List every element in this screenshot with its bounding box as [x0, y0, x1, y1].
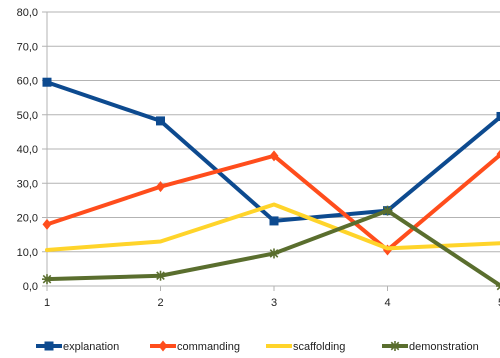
data-point-marker — [269, 216, 279, 226]
y-tick-label: 70,0 — [17, 41, 38, 53]
y-tick-label: 50,0 — [17, 110, 38, 122]
y-axis-ticks: 0,0 10,0 20,0 30,0 40,0 50,0 60,0 70,0 80,0 — [17, 7, 47, 293]
series-lines — [42, 77, 500, 291]
legend-item-demonstration: demonstration — [382, 341, 479, 353]
legend-item-scaffolding: scaffolding — [266, 341, 345, 353]
series-scaffolding — [45, 202, 500, 253]
legend-label: explanation — [63, 341, 119, 353]
data-point-marker — [496, 111, 500, 121]
data-point-marker — [390, 341, 400, 351]
y-tick-label: 30,0 — [17, 178, 38, 190]
data-point-marker — [42, 274, 52, 285]
y-tick-label: 60,0 — [17, 76, 38, 88]
x-tick-label: 5 — [498, 297, 500, 309]
legend-item-explanation: explanation — [36, 341, 119, 353]
legend-label: scaffolding — [293, 341, 345, 353]
legend-label: commanding — [177, 341, 240, 353]
data-point-marker — [496, 281, 500, 291]
data-point-marker — [382, 205, 393, 216]
data-point-marker — [158, 340, 168, 352]
data-point-marker — [42, 77, 52, 87]
data-point-marker — [269, 248, 279, 259]
data-point-marker — [269, 150, 279, 162]
y-tick-label: 20,0 — [17, 213, 38, 225]
legend-item-commanding: commanding — [150, 340, 240, 353]
data-point-marker — [156, 116, 165, 126]
x-tick-label: 4 — [384, 297, 390, 309]
legend-label: demonstration — [409, 341, 479, 353]
legend: explanation commanding scaffolding demonstr… — [36, 340, 479, 353]
y-tick-label: 0,0 — [23, 281, 38, 293]
series-demonstration — [42, 205, 500, 291]
x-tick-label: 3 — [271, 297, 277, 309]
x-tick-label: 1 — [44, 297, 50, 309]
y-tick-label: 10,0 — [17, 247, 38, 259]
series-line — [45, 152, 500, 253]
series-line — [45, 202, 500, 253]
data-point-marker — [42, 218, 52, 230]
data-point-marker — [44, 341, 54, 351]
y-tick-label: 40,0 — [17, 144, 38, 156]
data-point-marker — [496, 149, 500, 159]
x-axis-ticks: 1 2 3 4 5 — [44, 286, 500, 309]
grid-lines — [47, 11, 500, 287]
data-point-marker — [156, 181, 165, 193]
y-tick-label: 80,0 — [17, 7, 38, 19]
x-tick-label: 2 — [157, 297, 163, 309]
data-point-marker — [155, 270, 166, 281]
